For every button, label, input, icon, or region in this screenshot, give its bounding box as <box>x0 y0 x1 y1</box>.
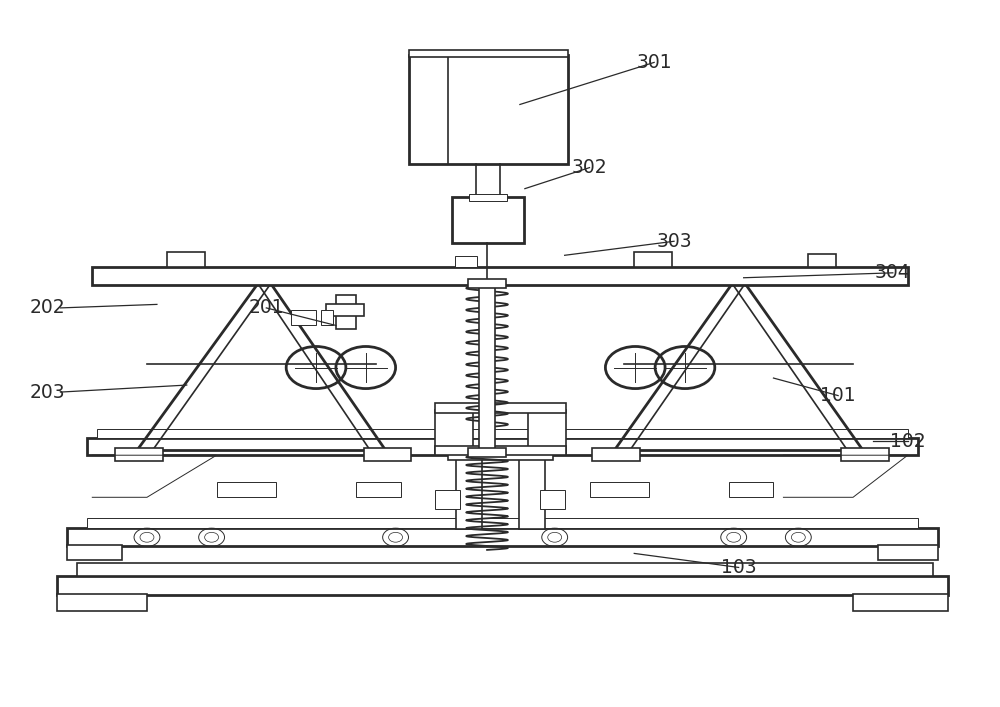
Bar <box>321 310 333 325</box>
Bar <box>364 448 411 461</box>
Bar <box>167 252 205 267</box>
Bar <box>67 545 122 561</box>
Bar <box>435 489 460 509</box>
Bar <box>115 448 163 461</box>
Bar <box>291 310 316 325</box>
Bar <box>435 409 473 453</box>
Bar <box>853 594 948 611</box>
Bar <box>57 576 948 595</box>
Bar <box>67 528 938 547</box>
Bar <box>435 446 566 455</box>
Bar <box>87 518 918 528</box>
Bar <box>92 267 908 286</box>
Bar <box>356 482 401 497</box>
Bar <box>217 482 276 497</box>
Bar <box>448 450 553 460</box>
Bar <box>479 286 495 455</box>
Bar <box>590 482 649 497</box>
Text: 103: 103 <box>721 558 756 577</box>
Bar <box>456 455 482 529</box>
Text: 302: 302 <box>572 158 607 177</box>
Bar <box>97 429 908 438</box>
Text: 101: 101 <box>820 386 856 405</box>
Bar <box>540 489 565 509</box>
Bar <box>452 197 524 243</box>
Bar <box>336 296 356 329</box>
Bar <box>592 448 640 461</box>
Bar <box>528 409 566 453</box>
Text: 303: 303 <box>656 232 692 251</box>
Bar <box>77 563 933 576</box>
Text: 203: 203 <box>30 382 65 402</box>
Bar <box>87 438 918 455</box>
Bar <box>435 402 566 413</box>
Bar <box>469 194 507 201</box>
Bar <box>878 545 938 561</box>
Text: 202: 202 <box>30 298 65 317</box>
Text: 102: 102 <box>890 432 926 450</box>
Text: 301: 301 <box>636 53 672 72</box>
Text: 201: 201 <box>248 298 284 317</box>
Bar <box>409 50 568 57</box>
Bar <box>57 594 147 611</box>
Text: 304: 304 <box>875 263 911 282</box>
Bar <box>455 256 477 267</box>
Bar <box>841 448 889 461</box>
Bar <box>519 455 545 529</box>
Bar <box>729 482 773 497</box>
Bar <box>468 448 506 457</box>
Bar <box>808 254 836 267</box>
Bar <box>634 252 672 267</box>
Bar <box>326 304 364 316</box>
Bar <box>468 279 506 288</box>
Bar <box>409 55 568 164</box>
